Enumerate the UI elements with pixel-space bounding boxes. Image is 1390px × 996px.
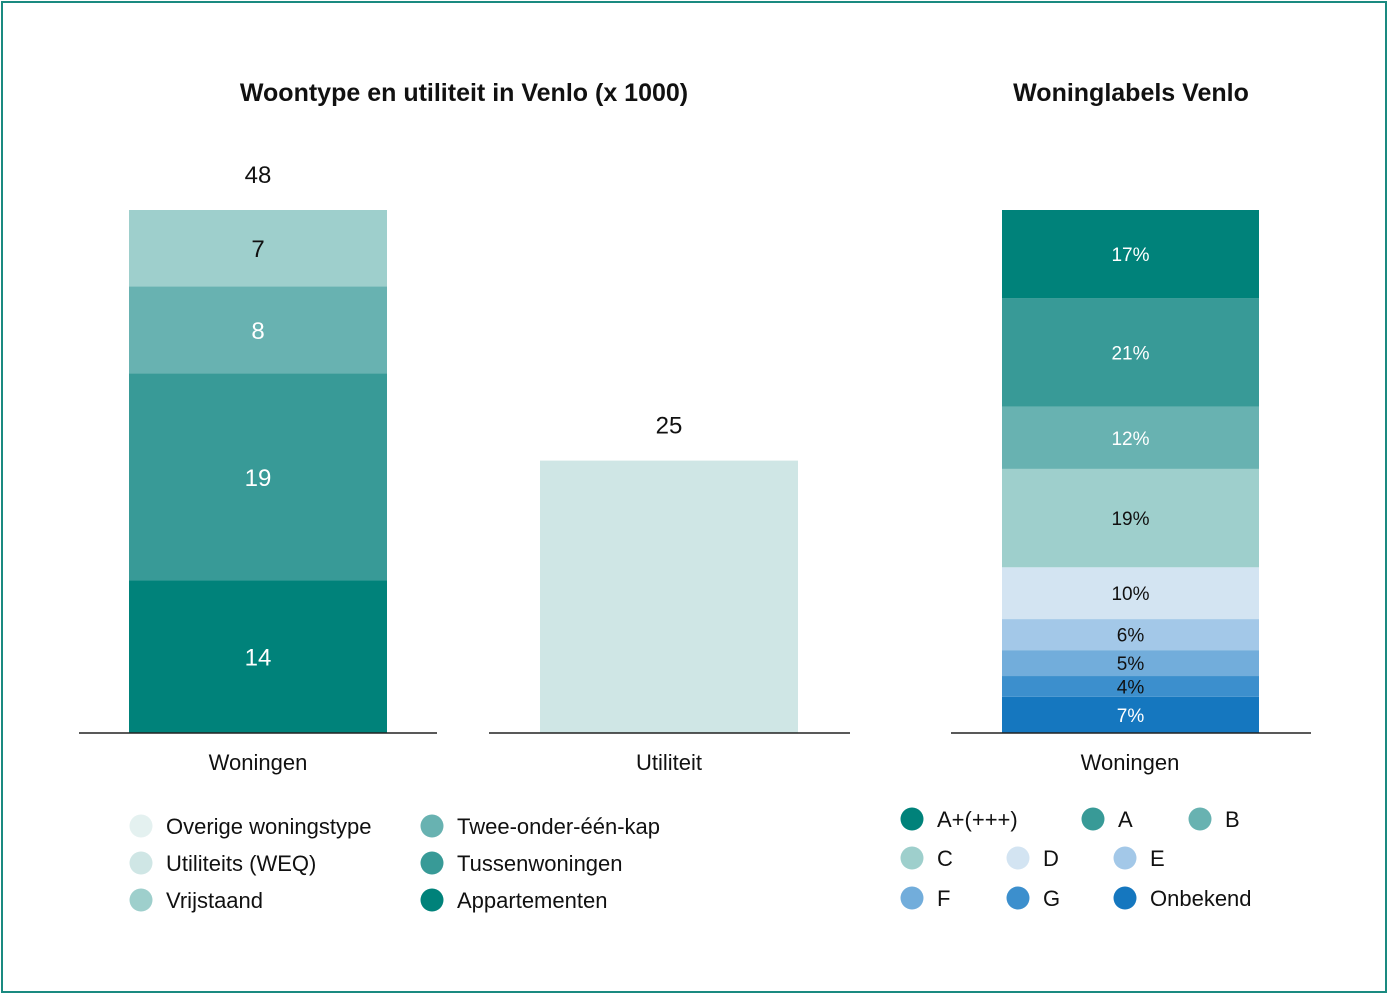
total-label-utiliteit: 25 xyxy=(656,413,683,440)
legend-swatch-onbekend xyxy=(1113,886,1137,910)
legend-swatch-tussenwoningen xyxy=(420,851,444,875)
legend-woontype: Overige woningstype Utiliteits (WEQ) Vrijs… xyxy=(129,814,660,913)
legend-item-utiliteits-weq: Utiliteits (WEQ) xyxy=(129,851,316,876)
legend-swatch-utiliteits-weq xyxy=(129,851,153,875)
legend-label-utiliteits-weq: Utiliteits (WEQ) xyxy=(166,851,316,876)
legend-item-tussenwoningen: Tussenwoningen xyxy=(420,851,623,876)
bar-segment-label-onbekend xyxy=(1002,696,1259,733)
bar-segment-label-d xyxy=(1002,567,1259,620)
legend-item-vrijstaand: Vrijstaand xyxy=(129,888,263,913)
legend-item-appartementen: Appartementen xyxy=(420,888,607,913)
bar-segment-woningen-tussenwoningen xyxy=(129,373,387,581)
total-label-woningen: 48 xyxy=(245,162,272,189)
legend-item-f: F xyxy=(900,886,950,911)
percent-label-a: 21% xyxy=(1111,343,1149,364)
woontype-bars: 14 19 8 7 48 25 xyxy=(129,162,798,733)
legend-label-c: C xyxy=(937,846,953,871)
legend-swatch-overige-woningstype xyxy=(129,814,153,838)
percent-label-f: 5% xyxy=(1117,654,1145,675)
legend-item-a: A xyxy=(1081,807,1133,832)
legend-woninglabels: A+(+++) A B C D E F G Onbekend xyxy=(900,807,1252,911)
category-label-woningen: Woningen xyxy=(209,750,308,775)
legend-swatch-a xyxy=(900,807,924,831)
legend-label-d: D xyxy=(1043,846,1059,871)
legend-label-a: A+(+++) xyxy=(937,807,1018,832)
bar-segment-label-a xyxy=(1002,210,1259,299)
legend-swatch-g xyxy=(1006,886,1030,910)
legend-item-c: C xyxy=(900,846,953,871)
bar-segment-label-f xyxy=(1002,650,1259,677)
percent-label-b: 12% xyxy=(1111,429,1149,450)
category-label-woningen-labels: Woningen xyxy=(1081,750,1180,775)
percent-label-g: 4% xyxy=(1117,677,1145,698)
value-label-appartementen: 14 xyxy=(245,645,272,672)
legend-label-appartementen: Appartementen xyxy=(457,888,607,913)
legend-label-onbekend: Onbekend xyxy=(1150,886,1252,911)
legend-label-tussenwoningen: Tussenwoningen xyxy=(457,851,623,876)
chart-title-woontype: Woontype en utiliteit in Venlo (x 1000) xyxy=(240,79,688,107)
legend-swatch-c xyxy=(900,846,924,870)
percent-label-e: 6% xyxy=(1117,626,1145,647)
legend-label-b: B xyxy=(1225,807,1240,832)
legend-swatch-appartementen xyxy=(420,888,444,912)
legend-label-twee-onder-een-kap: Twee-onder-één-kap xyxy=(457,814,660,839)
legend-swatch-twee-onder-een-kap xyxy=(420,814,444,838)
bar-segment-label-c xyxy=(1002,468,1259,568)
percent-label-a: 17% xyxy=(1111,245,1149,266)
legend-item-overige-woningstype: Overige woningstype xyxy=(129,814,371,839)
legend-item-e: E xyxy=(1113,846,1165,871)
legend-item-d: D xyxy=(1006,846,1059,871)
percent-label-c: 19% xyxy=(1111,509,1149,530)
legend-label-vrijstaand: Vrijstaand xyxy=(166,888,263,913)
legend-swatch-a xyxy=(1081,807,1105,831)
bar-segment-woningen-appartementen xyxy=(129,580,387,733)
legend-label-g: G xyxy=(1043,886,1060,911)
legend-label-f: F xyxy=(937,886,950,911)
percent-label-d: 10% xyxy=(1111,584,1149,605)
legend-swatch-d xyxy=(1006,846,1030,870)
legend-swatch-e xyxy=(1113,846,1137,870)
bar-segment-woningen-twee-onder-een-kap xyxy=(129,286,387,374)
legend-swatch-b xyxy=(1188,807,1212,831)
legend-label-a: A xyxy=(1118,807,1133,832)
bar-segment-label-g xyxy=(1002,676,1259,697)
bar-segment-label-a xyxy=(1002,298,1259,407)
legend-swatch-f xyxy=(900,886,924,910)
bar-segment-woningen-vrijstaand xyxy=(129,210,387,287)
value-label-tussenwoningen: 19 xyxy=(245,465,272,492)
bar-segment-label-e xyxy=(1002,619,1259,651)
woninglabels-bars: 7% 4%5% 6% 10% 19% 12% 21% 17% xyxy=(1002,210,1259,733)
category-label-utiliteit: Utiliteit xyxy=(636,750,702,775)
legend-item-b: B xyxy=(1188,807,1240,832)
bar-segment-utiliteit-utiliteits-weq xyxy=(540,460,798,733)
legend-item-a: A+(+++) xyxy=(900,807,1018,832)
legend-item-onbekend: Onbekend xyxy=(1113,886,1252,911)
legend-swatch-vrijstaand xyxy=(129,888,153,912)
percent-label-onbekend: 7% xyxy=(1117,706,1145,727)
legend-label-overige-woningstype: Overige woningstype xyxy=(166,814,371,839)
legend-label-e: E xyxy=(1150,846,1165,871)
bar-segment-label-b xyxy=(1002,406,1259,469)
value-label-vrijstaand: 7 xyxy=(251,236,264,263)
legend-item-g: G xyxy=(1006,886,1060,911)
value-label-twee-onder-een-kap: 8 xyxy=(251,318,264,345)
legend-item-twee-onder-een-kap: Twee-onder-één-kap xyxy=(420,814,660,839)
chart-title-woninglabels: Woninglabels Venlo xyxy=(1013,79,1249,107)
